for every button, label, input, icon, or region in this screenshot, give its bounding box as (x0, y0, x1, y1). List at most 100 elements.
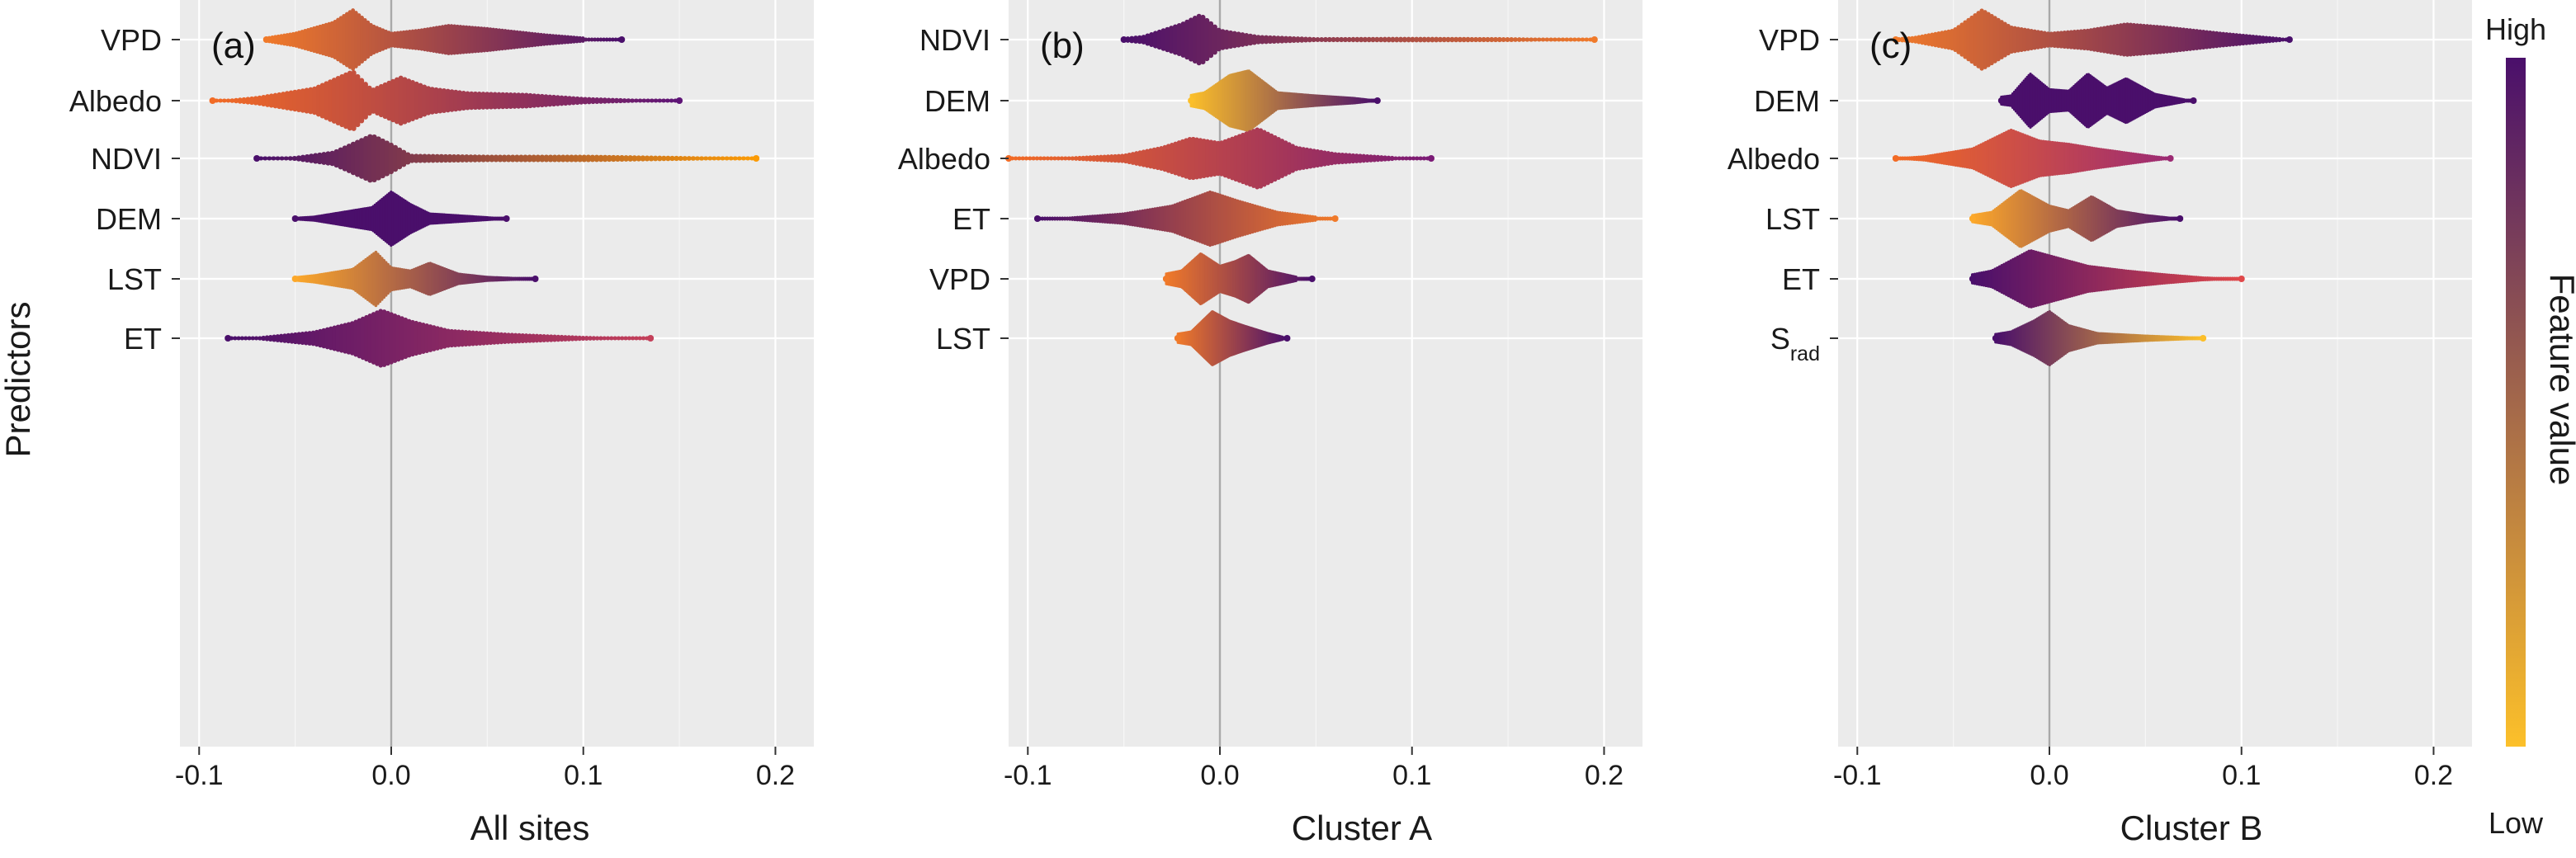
swarm-slice (1401, 36, 1407, 43)
swarm-slice (494, 27, 499, 52)
swarm-slice (287, 156, 293, 161)
swarm-slice (534, 333, 540, 343)
swarm-slice (674, 155, 679, 162)
swarm-slice (669, 98, 674, 103)
swarm-slice (1372, 154, 1377, 163)
swarm-slice (2088, 28, 2093, 51)
swarm-slice (641, 98, 647, 103)
swarm-slice (399, 31, 403, 49)
swarm-slice (1383, 155, 1387, 162)
swarm-slice (2271, 36, 2276, 43)
swarm-slice (378, 83, 384, 118)
swarm-slice (690, 156, 697, 161)
swarm-slice (1469, 36, 1475, 43)
swarm-slice (458, 25, 463, 54)
swarm-slice (598, 97, 604, 104)
swarm-min-point (1969, 276, 1976, 282)
swarm-slice (304, 87, 310, 114)
swarm-slice (1362, 36, 1368, 43)
swarm-slice (539, 154, 545, 163)
swarm-slice (1966, 17, 1971, 62)
swarm-slice (392, 31, 397, 48)
swarm-slice (1933, 31, 1938, 48)
swarm-slice (1160, 28, 1166, 51)
swarm-slice (559, 95, 565, 106)
swarm-slice (473, 26, 478, 54)
swarm-slice (313, 153, 319, 164)
swarm-slice (589, 37, 594, 42)
swarm-slice (1956, 25, 1961, 54)
swarm-slice (1400, 156, 1406, 161)
swarm-slice (1216, 140, 1221, 177)
swarm-slice (245, 97, 251, 105)
swarm-slice (1465, 36, 1471, 43)
swarm-slice (350, 141, 357, 176)
swarm-slice (506, 332, 511, 344)
swarm-slice (602, 37, 606, 42)
panel-b-background (1009, 0, 1642, 747)
swarm-et (225, 309, 655, 368)
swarm-slice (247, 336, 252, 341)
swarm-min-point (253, 155, 261, 162)
swarm-slice (465, 91, 470, 111)
swarm-slice (243, 336, 248, 341)
swarm-slice (434, 26, 439, 54)
swarm-slice (305, 28, 310, 51)
swarm-slice (2035, 30, 2040, 50)
swarm-slice (1187, 136, 1193, 181)
swarm-dem (1188, 69, 1381, 132)
y-axis-title: Predictors (0, 301, 37, 457)
swarm-slice (2115, 23, 2120, 56)
swarm-slice (406, 318, 412, 358)
swarm-slice (481, 331, 486, 346)
swarm-slice (1176, 22, 1182, 57)
swarm-slice (1335, 36, 1340, 43)
swarm-slice (493, 154, 499, 163)
swarm-slice (2058, 31, 2063, 49)
swarm-slice (556, 154, 562, 163)
swarm-slice (631, 155, 637, 162)
swarm-slice (1184, 19, 1190, 60)
swarm-slice (1116, 153, 1122, 163)
swarm-slice (1198, 138, 1203, 179)
swarm-slice (371, 312, 376, 365)
swarm-slice (1339, 36, 1345, 43)
swarm-slice (422, 84, 428, 117)
swarm-slice (405, 152, 411, 165)
swarm-slice (538, 333, 543, 343)
swarm-slice (1529, 37, 1534, 42)
swarm-slice (2257, 35, 2262, 45)
swarm-slice (1404, 156, 1409, 161)
swarm-slice (1907, 36, 1912, 43)
swarm-slice (410, 319, 415, 357)
swarm-slice (619, 155, 625, 162)
panel-b-x-title: Cluster A (1292, 808, 1432, 847)
swarm-slice (518, 154, 524, 163)
swarm-slice (1425, 36, 1431, 43)
swarm-slice (366, 20, 371, 59)
swarm-slice (531, 154, 536, 163)
swarm-slice (499, 332, 504, 345)
swarm-slice (590, 97, 596, 105)
swarm-slice (598, 37, 603, 42)
swarm-slice (517, 332, 522, 344)
swarm-slice (437, 87, 443, 114)
swarm-slice (399, 316, 404, 361)
panel-c-tag: (c) (1869, 26, 1912, 66)
swarm-slice (648, 155, 655, 162)
swarm-slice (225, 98, 231, 103)
colorbar-title: Feature value (2543, 274, 2576, 486)
swarm-slice (492, 332, 497, 345)
predictor-label: LST (107, 262, 162, 296)
swarm-slice (2085, 28, 2090, 51)
swarm-slice (1540, 37, 1546, 42)
swarm-slice (1091, 155, 1097, 162)
swarm-slice (1973, 13, 1978, 66)
swarm-slice (362, 82, 368, 120)
swarm-slice (1133, 35, 1139, 44)
swarm-min-point (262, 36, 270, 43)
x-tick-label: 0.0 (2030, 760, 2068, 791)
swarm-slice (1301, 147, 1306, 170)
swarm-slice (1473, 36, 1479, 43)
